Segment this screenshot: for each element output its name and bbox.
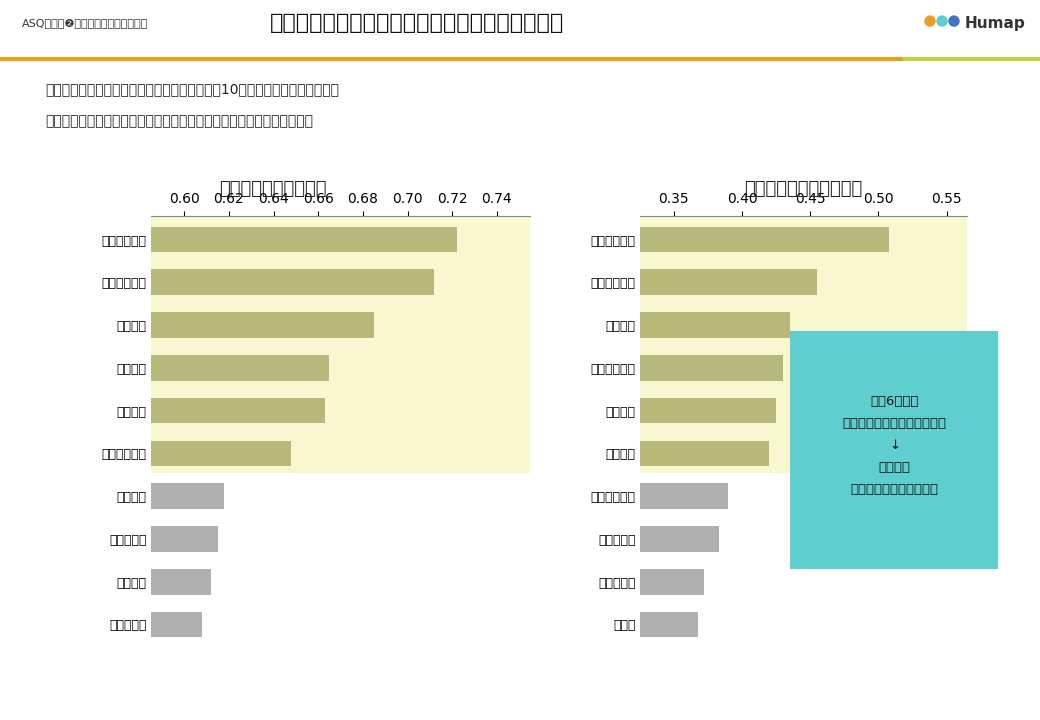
Circle shape <box>950 16 959 26</box>
Bar <box>151 312 374 338</box>
Circle shape <box>937 16 947 26</box>
Text: 満足度・離職意向に共通して重要度の高い項目がひと目で分かります。: 満足度・離職意向に共通して重要度の高い項目がひと目で分かります。 <box>45 114 313 129</box>
Bar <box>640 441 770 467</box>
Bar <box>640 227 889 252</box>
Bar <box>151 483 225 509</box>
Bar <box>640 526 719 552</box>
Text: 満足度相関ランキング: 満足度相関ランキング <box>219 180 327 198</box>
Text: ASQの特徴❷改善ポイントの見える化: ASQの特徴❷改善ポイントの見える化 <box>22 18 149 28</box>
Bar <box>151 269 435 295</box>
FancyBboxPatch shape <box>151 216 530 472</box>
Bar <box>640 355 783 381</box>
Bar <box>151 569 211 595</box>
Bar <box>151 441 291 467</box>
Bar <box>640 483 728 509</box>
Bar <box>640 397 776 423</box>
Text: 離職意向相関ランキング: 離職意向相関ランキング <box>744 180 862 198</box>
Bar <box>640 569 704 595</box>
Text: ポートフォリオの中で、特に相関度の高い上位10項目のランキングを表示。: ポートフォリオの中で、特に相関度の高い上位10項目のランキングを表示。 <box>45 82 339 96</box>
Text: 上位6項目は
満足度・離職意向ともに共通
↓
優先して
取り組んでいくべき項目: 上位6項目は 満足度・離職意向ともに共通 ↓ 優先して 取り組んでいくべき項目 <box>842 395 946 496</box>
Bar <box>151 355 330 381</box>
Circle shape <box>925 16 935 26</box>
Text: Humap: Humap <box>965 16 1025 30</box>
Text: 満足度・離職意向と相関性の高い要素ランキング: 満足度・離職意向と相関性の高い要素ランキング <box>270 13 565 33</box>
Bar <box>151 227 457 252</box>
Bar <box>640 312 789 338</box>
Bar <box>151 612 202 637</box>
Bar <box>640 269 817 295</box>
Bar <box>151 526 217 552</box>
FancyBboxPatch shape <box>640 216 967 472</box>
Bar <box>640 612 698 637</box>
Bar <box>151 397 324 423</box>
FancyBboxPatch shape <box>784 324 1005 576</box>
